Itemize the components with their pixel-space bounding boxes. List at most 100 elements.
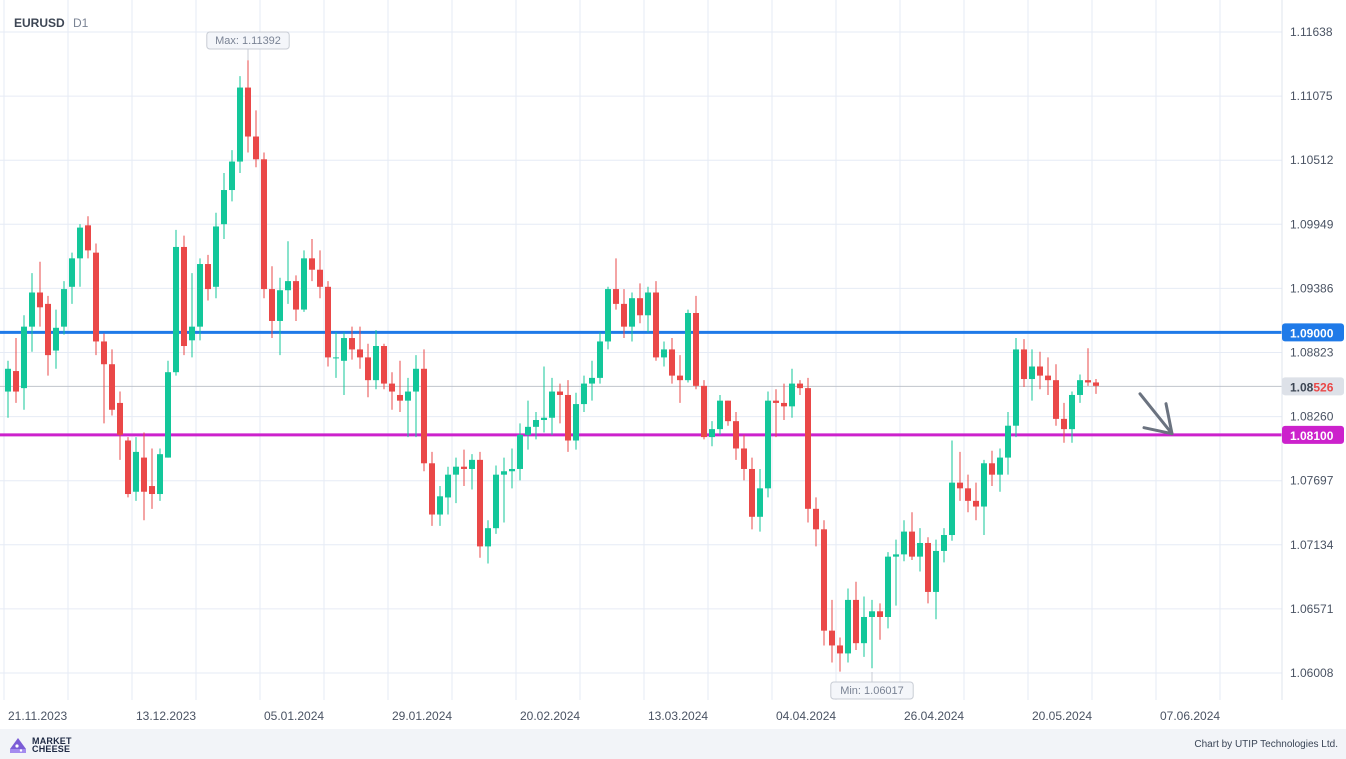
cheese-logo-icon <box>10 738 26 753</box>
time-axis: 21.11.2023 13.12.2023 05.01.2024 29.01.2024… <box>8 709 1220 723</box>
candle-body <box>413 368 419 392</box>
candle-body <box>1069 394 1075 430</box>
level-price-label: 1.08100 <box>1290 429 1334 443</box>
candle-body <box>781 402 787 407</box>
candle-body <box>829 630 835 646</box>
horizontal-levels <box>0 330 1282 437</box>
candle-body <box>981 463 987 507</box>
candle-body <box>613 289 619 304</box>
x-tick-label: 07.06.2024 <box>1160 709 1220 723</box>
y-tick-label: 1.11638 <box>1290 25 1333 39</box>
candle-body <box>901 531 907 555</box>
max-marker-box <box>206 31 290 50</box>
candle-body <box>333 357 339 359</box>
symbol-label: EURUSD <box>14 16 65 30</box>
candle-body <box>117 402 123 435</box>
candle-body <box>693 312 699 386</box>
candle-body <box>677 375 683 381</box>
candle-body <box>709 429 715 438</box>
candle-body <box>125 440 131 495</box>
candle-body <box>653 292 659 358</box>
candle-body <box>669 349 675 376</box>
candle-body <box>1053 380 1059 419</box>
candle-body <box>757 488 763 517</box>
candle-body <box>717 400 723 430</box>
candle-body <box>133 451 139 492</box>
y-tick-label: 1.11075 <box>1290 89 1333 103</box>
y-tick-label: 1.09386 <box>1290 281 1334 295</box>
candle-body <box>165 372 171 458</box>
y-tick-label: 1.08260 <box>1290 410 1334 424</box>
y-tick-label: 1.10512 <box>1290 153 1334 167</box>
candle-body <box>101 341 107 365</box>
candle-body <box>925 542 931 592</box>
candle-body <box>549 391 555 418</box>
y-tick-label: 1.07134 <box>1290 538 1334 552</box>
y-tick-label: 1.07697 <box>1290 474 1334 488</box>
min-marker-box <box>830 681 914 700</box>
candle-body <box>581 383 587 405</box>
candle-body <box>1045 375 1051 381</box>
candle-body <box>533 420 539 427</box>
candle-body <box>277 290 283 321</box>
price-markers: Max: 1.11392 Min: 1.06017 <box>206 31 1174 700</box>
candle-body <box>293 281 299 310</box>
candle-body <box>701 385 707 438</box>
candle-body <box>965 488 971 501</box>
candle-body <box>237 87 243 162</box>
candle-body <box>285 281 291 291</box>
candle-body <box>949 482 955 536</box>
grid <box>0 0 1282 700</box>
candle-body <box>725 400 731 422</box>
candle-body <box>381 346 387 384</box>
candle-body <box>821 529 827 631</box>
candle-body <box>837 645 843 654</box>
candle-body <box>1029 366 1035 380</box>
candles <box>5 60 1099 672</box>
x-tick-label: 26.04.2024 <box>904 709 964 723</box>
candle-body <box>733 421 739 449</box>
candle-body <box>765 400 771 489</box>
candle-body <box>1013 349 1019 426</box>
candle-body <box>749 468 755 517</box>
candle-body <box>797 383 803 389</box>
candle-body <box>397 394 403 401</box>
candle-body <box>741 448 747 469</box>
candle-body <box>373 346 379 381</box>
forecast-arrow-shaft <box>1138 392 1174 436</box>
candle-body <box>5 368 11 392</box>
candle-body <box>1005 425 1011 458</box>
candle-body <box>1021 349 1027 380</box>
candle-body <box>1077 380 1083 395</box>
candle-body <box>157 454 163 495</box>
candle-body <box>957 482 963 489</box>
timeframe-label: D1 <box>73 16 89 30</box>
candle-body <box>645 292 651 316</box>
candle-body <box>989 463 995 475</box>
candle-body <box>221 190 227 225</box>
candle-body <box>885 556 891 617</box>
candle-body <box>1093 382 1099 386</box>
candle-body <box>893 554 899 557</box>
candle-body <box>197 264 203 327</box>
x-tick-label: 13.03.2024 <box>648 709 708 723</box>
candle-body <box>341 338 347 361</box>
candle-body <box>245 87 251 137</box>
candle-body <box>269 289 275 321</box>
candle-body <box>517 434 523 469</box>
chart-credit: Chart by UTIP Technologies Ltd. <box>1194 739 1338 750</box>
candle-body <box>637 298 643 316</box>
candle-body <box>405 391 411 401</box>
candle-body <box>565 394 571 441</box>
candle-body <box>389 383 395 392</box>
x-tick-label: 13.12.2023 <box>136 709 196 723</box>
candle-body <box>525 426 531 435</box>
candle-body <box>325 286 331 358</box>
candle-body <box>805 388 811 509</box>
y-tick-label: 1.06008 <box>1290 666 1334 680</box>
candle-body <box>933 550 939 592</box>
x-tick-label: 04.04.2024 <box>776 709 836 723</box>
candle-body <box>501 471 507 475</box>
level-price-label-box <box>1282 425 1344 444</box>
